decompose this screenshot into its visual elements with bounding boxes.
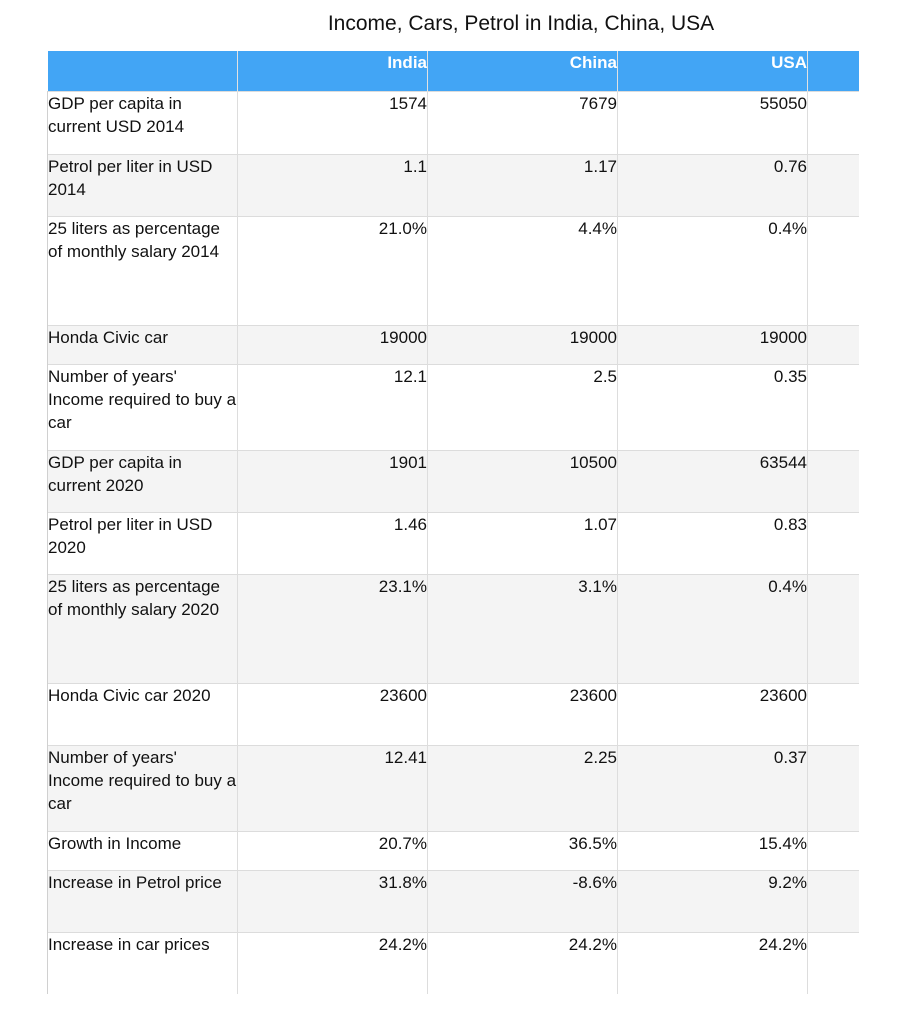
header-corner-cell — [47, 51, 238, 91]
spacer-cell — [807, 90, 859, 154]
row-label: 25 liters as percentage of monthly salar… — [47, 573, 238, 683]
table-row: Petrol per liter in USD 2014 1.1 1.17 0.76 — [47, 153, 859, 216]
cell-china: 3.1% — [427, 573, 618, 683]
cell-usa: 63544 — [617, 449, 808, 512]
table-row: GDP per capita in current 2020 1901 10500 6… — [47, 449, 859, 512]
cell-india: 31.8% — [237, 869, 428, 932]
column-header-india: India — [237, 51, 428, 91]
spacer-cell — [807, 449, 859, 512]
cell-india: 23.1% — [237, 573, 428, 683]
spacer-cell — [807, 931, 859, 994]
spacer-cell — [807, 869, 859, 932]
chart-title: Income, Cars, Petrol in India, China, US… — [327, 12, 715, 35]
row-label: Increase in car prices — [47, 931, 238, 994]
cell-china: 19000 — [427, 324, 618, 364]
cell-usa: 0.4% — [617, 573, 808, 683]
row-label: Honda Civic car — [47, 324, 238, 364]
spacer-cell — [807, 682, 859, 745]
cell-china: 10500 — [427, 449, 618, 512]
row-label: Petrol per liter in USD 2020 — [47, 511, 238, 574]
cell-usa: 0.4% — [617, 215, 808, 325]
cell-india: 24.2% — [237, 931, 428, 994]
cell-india: 19000 — [237, 324, 428, 364]
table-row: 25 liters as percentage of monthly salar… — [47, 573, 859, 683]
spacer-cell — [807, 215, 859, 325]
data-table: India China USA GDP per capita in curren… — [47, 51, 859, 994]
cell-india: 21.0% — [237, 215, 428, 325]
column-header-china: China — [427, 51, 618, 91]
spacer-cell — [807, 511, 859, 574]
cell-usa: 0.76 — [617, 153, 808, 216]
cell-usa: 0.83 — [617, 511, 808, 574]
table-body: GDP per capita in current USD 2014 1574 76… — [47, 90, 859, 994]
cell-india: 23600 — [237, 682, 428, 745]
spacer-cell — [807, 324, 859, 364]
spacer-cell — [807, 153, 859, 216]
cell-china: 24.2% — [427, 931, 618, 994]
cell-india: 1901 — [237, 449, 428, 512]
row-label: Growth in Income — [47, 830, 238, 870]
cell-china: 23600 — [427, 682, 618, 745]
cell-india: 20.7% — [237, 830, 428, 870]
cell-usa: 0.35 — [617, 363, 808, 450]
cell-china: 1.07 — [427, 511, 618, 574]
cell-china: 2.25 — [427, 744, 618, 831]
cell-usa: 0.37 — [617, 744, 808, 831]
row-label: Increase in Petrol price — [47, 869, 238, 932]
header-spacer-cell — [807, 51, 859, 91]
cell-india: 1574 — [237, 90, 428, 154]
spacer-cell — [807, 830, 859, 870]
cell-usa: 23600 — [617, 682, 808, 745]
row-label: Number of years' Income required to buy … — [47, 363, 238, 450]
cell-india: 1.46 — [237, 511, 428, 574]
cell-usa: 9.2% — [617, 869, 808, 932]
table-row: Number of years' Income required to buy … — [47, 744, 859, 831]
cell-china: 2.5 — [427, 363, 618, 450]
spacer-cell — [807, 363, 859, 450]
table-row: Growth in Income 20.7% 36.5% 15.4% — [47, 830, 859, 870]
column-header-usa: USA — [617, 51, 808, 91]
row-label: Petrol per liter in USD 2014 — [47, 153, 238, 216]
table-row: Honda Civic car 19000 19000 19000 — [47, 324, 859, 364]
row-label: GDP per capita in current USD 2014 — [47, 90, 238, 154]
row-label: Number of years' Income required to buy … — [47, 744, 238, 831]
row-label: GDP per capita in current 2020 — [47, 449, 238, 512]
spacer-cell — [807, 573, 859, 683]
cell-china: 4.4% — [427, 215, 618, 325]
row-label: 25 liters as percentage of monthly salar… — [47, 215, 238, 325]
table-row: Increase in car prices 24.2% 24.2% 24.2% — [47, 931, 859, 994]
cell-china: 1.17 — [427, 153, 618, 216]
table-row: GDP per capita in current USD 2014 1574 76… — [47, 90, 859, 154]
table-row: Increase in Petrol price 31.8% -8.6% 9.2% — [47, 869, 859, 932]
cell-china: 7679 — [427, 90, 618, 154]
cell-china: -8.6% — [427, 869, 618, 932]
cell-china: 36.5% — [427, 830, 618, 870]
cell-usa: 24.2% — [617, 931, 808, 994]
row-label: Honda Civic car 2020 — [47, 682, 238, 745]
cell-usa: 55050 — [617, 90, 808, 154]
cell-india: 1.1 — [237, 153, 428, 216]
table-row: 25 liters as percentage of monthly salar… — [47, 215, 859, 325]
spacer-cell — [807, 744, 859, 831]
table-row: Honda Civic car 2020 23600 23600 23600 — [47, 682, 859, 745]
table-row: Petrol per liter in USD 2020 1.46 1.07 0.83 — [47, 511, 859, 574]
cell-usa: 15.4% — [617, 830, 808, 870]
cell-india: 12.41 — [237, 744, 428, 831]
table-row: Number of years' Income required to buy … — [47, 363, 859, 450]
cell-usa: 19000 — [617, 324, 808, 364]
cell-india: 12.1 — [237, 363, 428, 450]
header-row: India China USA — [47, 51, 859, 91]
